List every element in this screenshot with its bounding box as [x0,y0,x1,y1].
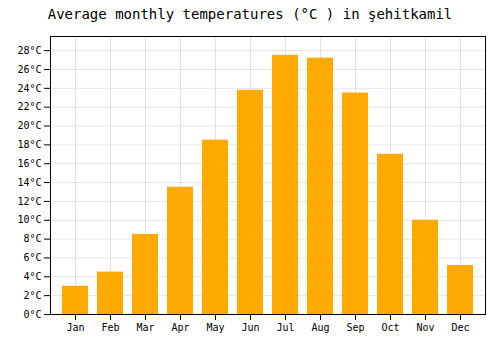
svg-text:Jul: Jul [276,322,294,333]
svg-text:26°C: 26°C [17,64,41,75]
svg-text:10°C: 10°C [17,214,41,225]
svg-text:12°C: 12°C [17,196,41,207]
svg-text:14°C: 14°C [17,177,41,188]
svg-text:16°C: 16°C [17,158,41,169]
svg-text:18°C: 18°C [17,139,41,150]
svg-text:6°C: 6°C [23,252,41,263]
svg-text:2°C: 2°C [23,290,41,301]
svg-text:Feb: Feb [101,322,119,333]
svg-text:Mar: Mar [136,322,154,333]
svg-text:28°C: 28°C [17,45,41,56]
svg-text:Jan: Jan [66,322,84,333]
svg-text:May: May [206,322,224,333]
svg-text:4°C: 4°C [23,271,41,282]
svg-text:Apr: Apr [171,322,189,333]
html-text:Average monthly temperatures (: Average monthly temperatures (°C ) in şe… [47,6,453,22]
svg-text:22°C: 22°C [17,101,41,112]
svg-text:Oct: Oct [381,322,399,333]
svg-text:Dec: Dec [451,322,469,333]
svg-text:0°C: 0°C [23,309,41,320]
svg-text:8°C: 8°C [23,233,41,244]
svg-text:Aug: Aug [311,322,329,333]
svg-text:Sep: Sep [346,322,364,333]
svg-text:Nov: Nov [416,322,434,333]
svg-text:Jun: Jun [241,322,259,333]
svg-text:24°C: 24°C [17,83,41,94]
svg-text:20°C: 20°C [17,120,41,131]
